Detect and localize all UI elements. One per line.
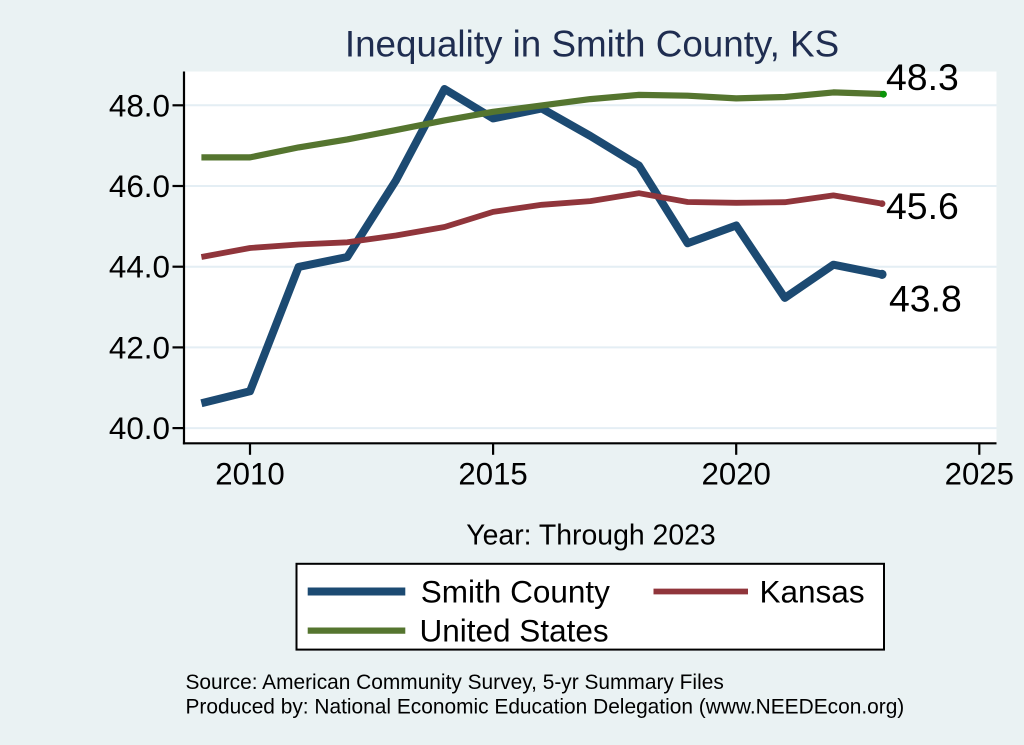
svg-text:Kansas: Kansas bbox=[760, 573, 865, 609]
svg-text:2020: 2020 bbox=[702, 457, 771, 492]
svg-text:2015: 2015 bbox=[458, 457, 527, 492]
svg-text:40.0: 40.0 bbox=[109, 411, 170, 446]
svg-text:48.0: 48.0 bbox=[109, 88, 170, 123]
svg-text:42.0: 42.0 bbox=[109, 330, 170, 365]
svg-text:Source: American Community Sur: Source: American Community Survey, 5-yr … bbox=[186, 671, 724, 694]
svg-text:2025: 2025 bbox=[945, 457, 1014, 492]
svg-text:46.0: 46.0 bbox=[109, 169, 170, 204]
svg-text:United States: United States bbox=[420, 612, 609, 648]
svg-text:43.8: 43.8 bbox=[889, 277, 962, 319]
svg-text:Inequality in Smith County, KS: Inequality in Smith County, KS bbox=[345, 24, 839, 65]
svg-text:Produced by: National Economic: Produced by: National Economic Education… bbox=[186, 696, 905, 719]
svg-text:45.6: 45.6 bbox=[886, 185, 959, 227]
svg-text:Smith County: Smith County bbox=[421, 573, 610, 609]
svg-text:44.0: 44.0 bbox=[109, 250, 170, 285]
svg-text:Year: Through 2023: Year: Through 2023 bbox=[466, 520, 715, 552]
svg-text:48.3: 48.3 bbox=[886, 56, 959, 98]
svg-text:2010: 2010 bbox=[215, 457, 284, 492]
